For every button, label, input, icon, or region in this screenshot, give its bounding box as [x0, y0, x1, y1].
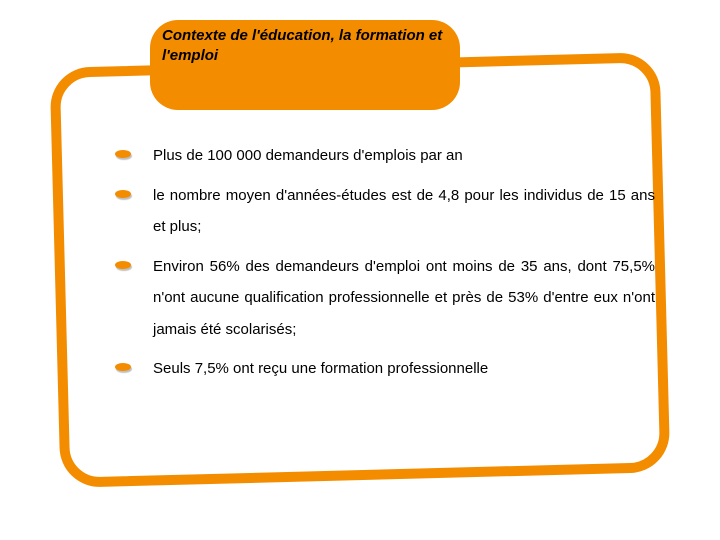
- list-item-text: le nombre moyen d'années-études est de 4…: [153, 187, 655, 236]
- list-item: Plus de 100 000 demandeurs d'emplois par…: [115, 140, 655, 172]
- slide-title: Contexte de l'éducation, la formation et…: [162, 26, 452, 65]
- bullet-icon: [115, 261, 131, 269]
- list-item: le nombre moyen d'années-études est de 4…: [115, 180, 655, 243]
- list-item-text: Plus de 100 000 demandeurs d'emplois par…: [153, 147, 463, 164]
- list-item: Seuls 7,5% ont reçu une formation profes…: [115, 353, 655, 385]
- list-item-text: Environ 56% des demandeurs d'emploi ont …: [153, 258, 655, 338]
- list-item: Environ 56% des demandeurs d'emploi ont …: [115, 251, 655, 346]
- bullet-icon: [115, 363, 131, 371]
- list-item-text: Seuls 7,5% ont reçu une formation profes…: [153, 360, 488, 377]
- bullet-icon: [115, 190, 131, 198]
- bullet-icon: [115, 150, 131, 158]
- bullet-list: Plus de 100 000 demandeurs d'emplois par…: [115, 140, 655, 393]
